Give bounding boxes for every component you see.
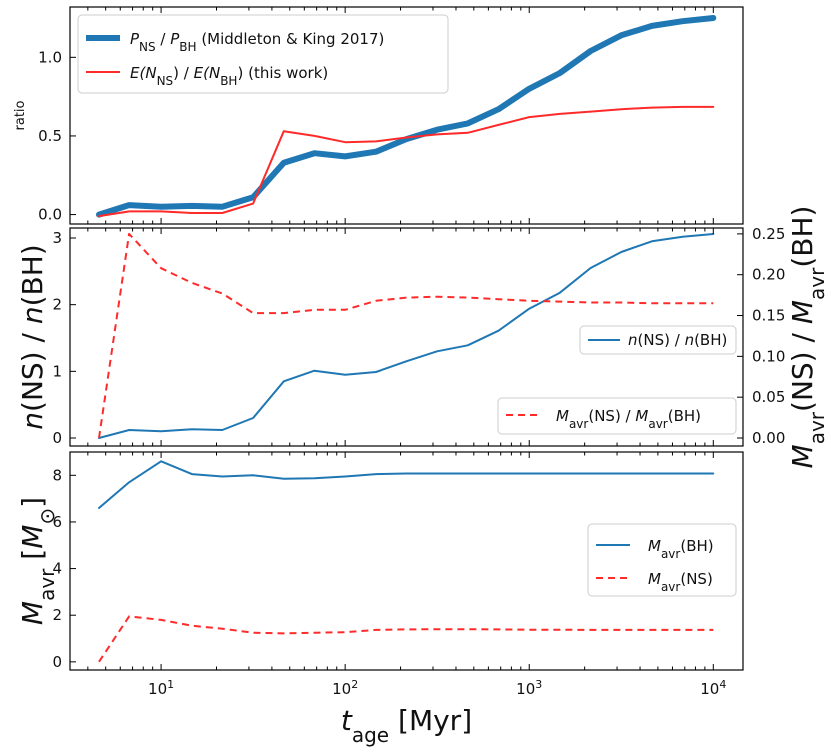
x-axis-label: tage [Myr]	[341, 704, 472, 747]
y-tick-label-right: 0.10	[752, 347, 785, 365]
y-tick-label: 0.0	[38, 206, 62, 224]
series-line-pns-pbh	[96, 15, 717, 218]
legend-middle-n: n(NS) / n(BH)	[579, 325, 737, 355]
y-tick-label-right: 0.05	[752, 388, 785, 406]
panel-top-frame	[69, 6, 744, 225]
y-tick-label: 0	[52, 429, 62, 447]
legend-label-mavr: Mavr(NS) / Mavr(BH)	[556, 407, 701, 431]
y-tick-label: 2	[52, 606, 62, 624]
series-line-mavr-ns	[98, 615, 714, 663]
y-tick-label-right: 0.25	[752, 225, 785, 243]
legend-bottom: Mavr(BH) Mavr(NS)	[587, 523, 737, 597]
legend-label-enns: E(NNS) / E(NBH) (this work)	[130, 64, 328, 88]
x-tick-label: 103	[516, 678, 542, 699]
y-tick-label: 6	[52, 513, 62, 531]
x-tick-label: 104	[700, 678, 726, 699]
y-axis-label-mavr: Mavr [M⊙]	[16, 497, 59, 625]
legend-top: PNS / PBH (Middleton & King 2017) E(NNS) …	[77, 14, 449, 94]
panel-bottom-frame	[69, 451, 744, 671]
y-axis-label-mavr-ratio: Mavr(NS) / Mavr(BH)	[786, 206, 829, 469]
series-line-mavr-bh	[98, 460, 715, 509]
y-tick-label: 1.0	[38, 48, 62, 66]
legend-label-n: n(NS) / n(BH)	[628, 331, 727, 349]
y-tick-label: 0.5	[38, 127, 62, 145]
series-line-nns-nbh	[98, 233, 715, 439]
legend-label-pns: PNS / PBH (Middleton & King 2017)	[130, 30, 384, 54]
y-tick-label: 3	[52, 229, 62, 247]
y-axis-label-ratio: ratio	[13, 100, 28, 130]
x-tick-label: 102	[332, 678, 358, 699]
y-tick-label-right: 0.00	[752, 429, 785, 447]
y-tick-label: 2	[52, 296, 62, 314]
y-axis-label-n-ratio: n(NS) / n(BH)	[16, 244, 49, 429]
series-line-mavr-ratio	[98, 232, 714, 439]
legend-middle-mavr: Mavr(NS) / Mavr(BH)	[497, 397, 737, 435]
y-tick-label: 8	[52, 466, 62, 484]
y-tick-label-right: 0.20	[752, 266, 785, 284]
legend-label-bh: Mavr(BH)	[648, 537, 714, 561]
y-tick-label: 4	[52, 560, 62, 578]
x-tick-label: 101	[148, 678, 174, 699]
y-tick-label: 1	[52, 362, 62, 380]
y-tick-label: 0	[52, 653, 62, 671]
panel-middle-frame	[69, 227, 744, 447]
series-line-enns-enbh	[98, 105, 715, 218]
legend-top-box	[77, 14, 449, 94]
legend-n-box	[579, 325, 737, 355]
y-tick-label-right: 0.15	[752, 307, 785, 325]
legend-mavr-box	[497, 397, 737, 435]
legend-label-ns: Mavr(NS)	[648, 570, 713, 594]
